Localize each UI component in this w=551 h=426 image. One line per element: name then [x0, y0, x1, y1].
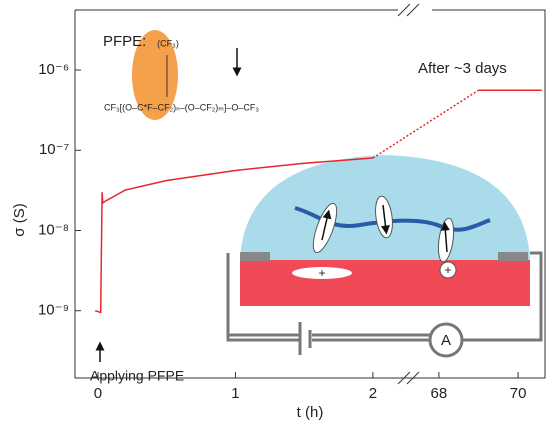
chart: + + A PFPE: (CF₃) CF₃[(O–C*F–CF₂)ₙ–(O–CF…	[0, 0, 551, 426]
y-tick-label: 10⁻⁶	[38, 61, 69, 78]
x-tick-label: 68	[431, 385, 448, 402]
x-tick-label: 1	[231, 385, 239, 402]
y-tick-label: 10⁻⁹	[38, 302, 69, 319]
annotation: (CF₃)	[157, 38, 179, 48]
y-tick-label: 10⁻⁸	[38, 221, 69, 238]
annotation: CF₃[(O–C*F–CF₂)ₙ–(O–CF₂)ₘ]–O–CF₃	[104, 102, 259, 112]
annotation: Applying PFPE	[90, 368, 184, 384]
y-axis-label: σ (S)	[11, 203, 28, 236]
series-line	[373, 90, 479, 158]
annotation: After ~3 days	[418, 60, 507, 77]
x-tick-label: 0	[94, 385, 102, 402]
annotation: PFPE:	[103, 33, 146, 50]
x-axis-label: t (h)	[297, 404, 324, 421]
ion-label: +	[318, 266, 325, 280]
ion-label: +	[444, 263, 451, 277]
ammeter-label: A	[441, 332, 451, 349]
device-illustration	[228, 155, 541, 356]
x-tick-label: 2	[369, 385, 377, 402]
x-tick-label: 70	[510, 385, 527, 402]
y-tick-label: 10⁻⁷	[39, 141, 69, 158]
